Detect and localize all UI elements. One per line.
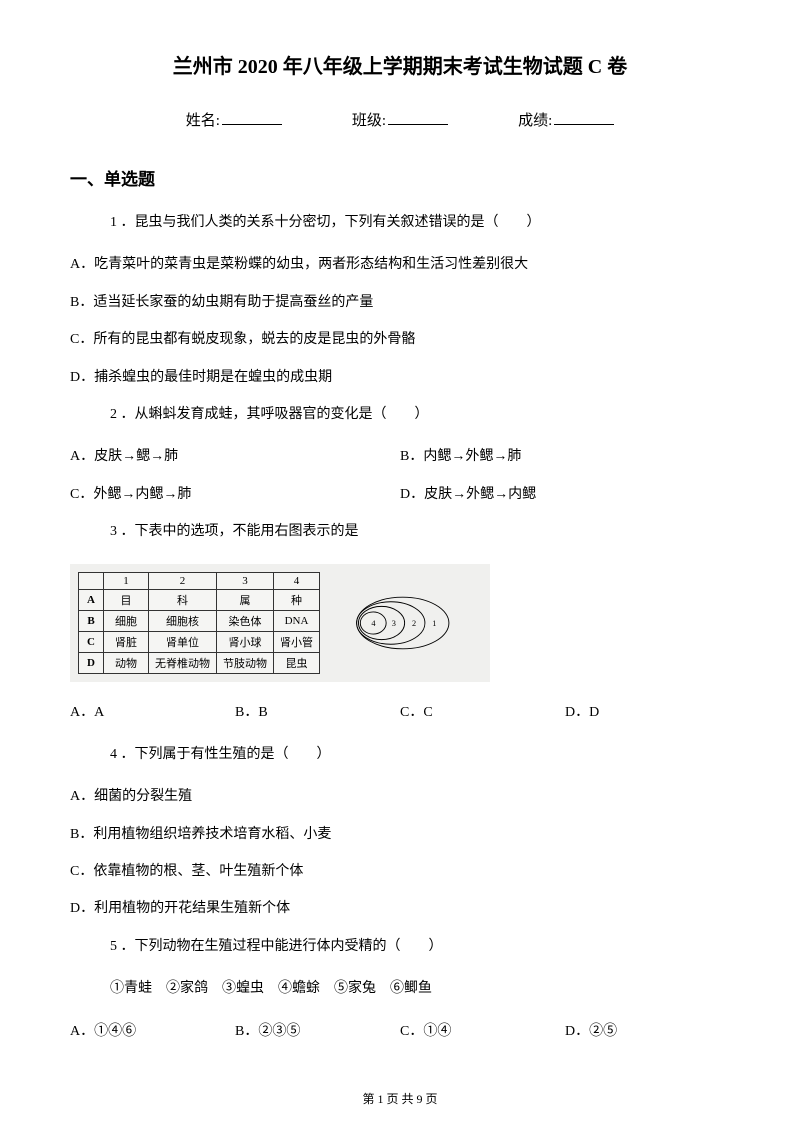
table-cell: 肾单位: [149, 631, 217, 652]
class-blank[interactable]: [388, 124, 448, 125]
class-label: 班级:: [352, 109, 386, 130]
section-heading: 一、单选题: [70, 165, 730, 190]
q5-option-b: B．②③⑤: [235, 1021, 400, 1043]
q4-option-d: D．利用植物的开花结果生殖新个体: [70, 898, 730, 920]
table-row: B 细胞 细胞核 染色体 DNA: [79, 610, 320, 631]
table-cell: 肾小管: [274, 631, 320, 652]
table-cell: 科: [149, 589, 217, 610]
q2-option-a: A．皮肤→鳃→肺: [70, 446, 400, 468]
table-row: A 目 科 属 种: [79, 589, 320, 610]
table-cell: 3: [217, 572, 274, 589]
footer-mid: 页 共: [383, 1092, 416, 1106]
q2-option-b: B．内鳃→外鳃→肺: [400, 446, 730, 468]
footer-prefix: 第: [362, 1092, 377, 1106]
q4-option-a: A．细菌的分裂生殖: [70, 786, 730, 808]
svg-text:3: 3: [392, 618, 396, 627]
q1-option-b: B．适当延长家蚕的幼虫期有助于提高蚕丝的产量: [70, 292, 730, 314]
table-cell: 2: [149, 572, 217, 589]
info-row: 姓名: 班级: 成绩:: [70, 109, 730, 130]
q2-option-c: C．外鳃→内鳃→肺: [70, 484, 400, 506]
class-field: 班级:: [352, 109, 448, 130]
score-label: 成绩:: [518, 109, 552, 130]
table-cell: 4: [274, 572, 320, 589]
table-cell: 肾脏: [104, 631, 149, 652]
table-row: 1 2 3 4: [79, 572, 320, 589]
name-label: 姓名:: [186, 109, 220, 130]
footer-suffix: 页: [423, 1092, 438, 1106]
question-3: 3 ．下表中的选项，不能用右图表示的是: [70, 521, 730, 543]
table-cell: C: [79, 631, 104, 652]
table-cell: D: [79, 652, 104, 673]
score-field: 成绩:: [518, 109, 614, 130]
q5-option-a: A．①④⑥: [70, 1021, 235, 1043]
q5-subtext: ①青蛙 ②家鸽 ③蝗虫 ④蟾蜍 ⑤家兔 ⑥鲫鱼: [70, 978, 730, 1000]
q3-table: 1 2 3 4 A 目 科 属 种 B 细胞 细胞核 染色体 DNA C 肾脏 …: [78, 572, 320, 674]
q3-option-d: D．D: [565, 702, 730, 724]
q5-option-d: D．②⑤: [565, 1021, 730, 1043]
table-cell: A: [79, 589, 104, 610]
table-cell: 属: [217, 589, 274, 610]
q2-options-row1: A．皮肤→鳃→肺 B．内鳃→外鳃→肺: [70, 446, 730, 468]
q3-figure: 1 2 3 4 A 目 科 属 种 B 细胞 细胞核 染色体 DNA C 肾脏 …: [70, 564, 490, 682]
svg-text:1: 1: [432, 618, 436, 627]
table-cell: 1: [104, 572, 149, 589]
question-1: 1 ．昆虫与我们人类的关系十分密切，下列有关叙述错误的是（ ）: [70, 212, 730, 234]
q4-option-c: C．依靠植物的根、茎、叶生殖新个体: [70, 861, 730, 883]
q1-option-a: A．吃青菜叶的菜青虫是菜粉蝶的幼虫，两者形态结构和生活习性差别很大: [70, 254, 730, 276]
score-blank[interactable]: [554, 124, 614, 125]
name-blank[interactable]: [222, 124, 282, 125]
table-cell: [79, 572, 104, 589]
table-cell: 节肢动物: [217, 652, 274, 673]
table-cell: 种: [274, 589, 320, 610]
venn-diagram: 1 2 3 4: [340, 588, 460, 658]
table-row: C 肾脏 肾单位 肾小球 肾小管: [79, 631, 320, 652]
q1-option-d: D．捕杀蝗虫的最佳时期是在蝗虫的成虫期: [70, 367, 730, 389]
q2-options-row2: C．外鳃→内鳃→肺 D．皮肤→外鳃→内鳃: [70, 484, 730, 506]
table-cell: 肾小球: [217, 631, 274, 652]
svg-text:2: 2: [412, 618, 416, 627]
table-cell: 无脊椎动物: [149, 652, 217, 673]
q3-option-b: B．B: [235, 702, 400, 724]
table-row: D 动物 无脊椎动物 节肢动物 昆虫: [79, 652, 320, 673]
name-field: 姓名:: [186, 109, 282, 130]
table-cell: 染色体: [217, 610, 274, 631]
question-5: 5 ．下列动物在生殖过程中能进行体内受精的（ ）: [70, 936, 730, 958]
q3-option-c: C．C: [400, 702, 565, 724]
table-cell: DNA: [274, 610, 320, 631]
table-cell: 动物: [104, 652, 149, 673]
page-footer: 第 1 页 共 9 页: [0, 1090, 800, 1107]
q3-options: A．A B．B C．C D．D: [70, 702, 730, 724]
q1-option-c: C．所有的昆虫都有蜕皮现象，蜕去的皮是昆虫的外骨骼: [70, 329, 730, 351]
table-cell: 昆虫: [274, 652, 320, 673]
svg-text:4: 4: [371, 618, 376, 627]
q2-option-d: D．皮肤→外鳃→内鳃: [400, 484, 730, 506]
table-cell: 目: [104, 589, 149, 610]
q3-option-a: A．A: [70, 702, 235, 724]
question-2: 2 ．从蝌蚪发育成蛙，其呼吸器官的变化是（ ）: [70, 404, 730, 426]
page-title: 兰州市 2020 年八年级上学期期末考试生物试题 C 卷: [70, 50, 730, 79]
q4-option-b: B．利用植物组织培养技术培育水稻、小麦: [70, 824, 730, 846]
table-cell: B: [79, 610, 104, 631]
q5-options: A．①④⑥ B．②③⑤ C．①④ D．②⑤: [70, 1021, 730, 1043]
table-cell: 细胞核: [149, 610, 217, 631]
q5-option-c: C．①④: [400, 1021, 565, 1043]
table-cell: 细胞: [104, 610, 149, 631]
question-4: 4 ．下列属于有性生殖的是（ ）: [70, 744, 730, 766]
